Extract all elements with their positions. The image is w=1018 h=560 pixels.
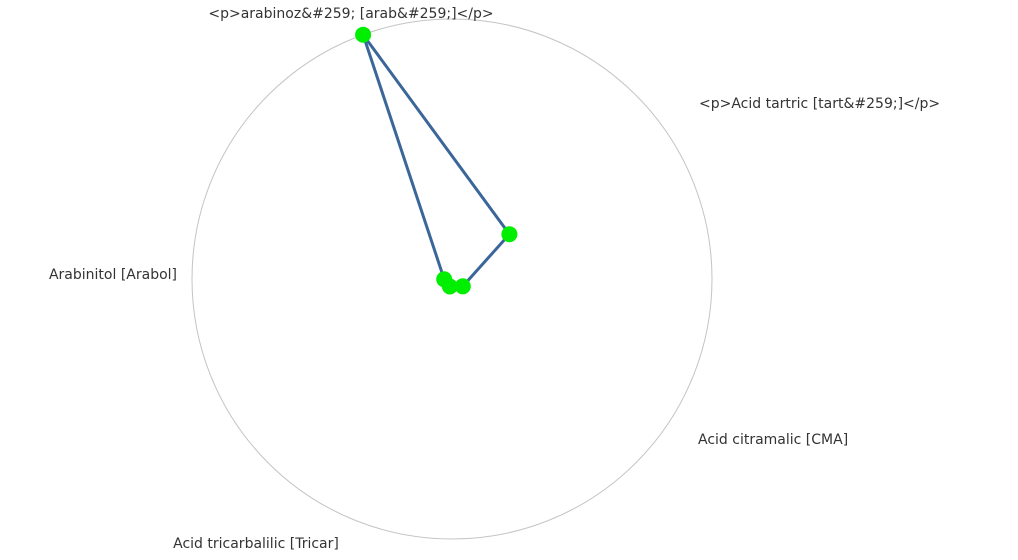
series-line: [361, 33, 511, 288]
axis-label: Acid tricarbalilic [Tricar]: [173, 536, 339, 552]
axis-label: <p>arabinoz&#259; [arab&#259;]</p>: [208, 6, 493, 22]
axis-label: Acid citramalic [CMA]: [698, 432, 848, 448]
axis-labels: <p>arabinoz&#259; [arab&#259;]</p> <p>Aci…: [49, 6, 940, 552]
axis-label: <p>Acid tartric [tart&#259;]</p>: [699, 96, 940, 112]
data-point[interactable]: [436, 271, 453, 288]
radar-outer-circle: [191, 18, 713, 540]
data-point[interactable]: [454, 278, 471, 295]
data-point[interactable]: [355, 26, 372, 43]
axis-label: Arabinitol [Arabol]: [49, 267, 177, 283]
series-layer: [355, 26, 518, 295]
data-point[interactable]: [501, 226, 518, 243]
